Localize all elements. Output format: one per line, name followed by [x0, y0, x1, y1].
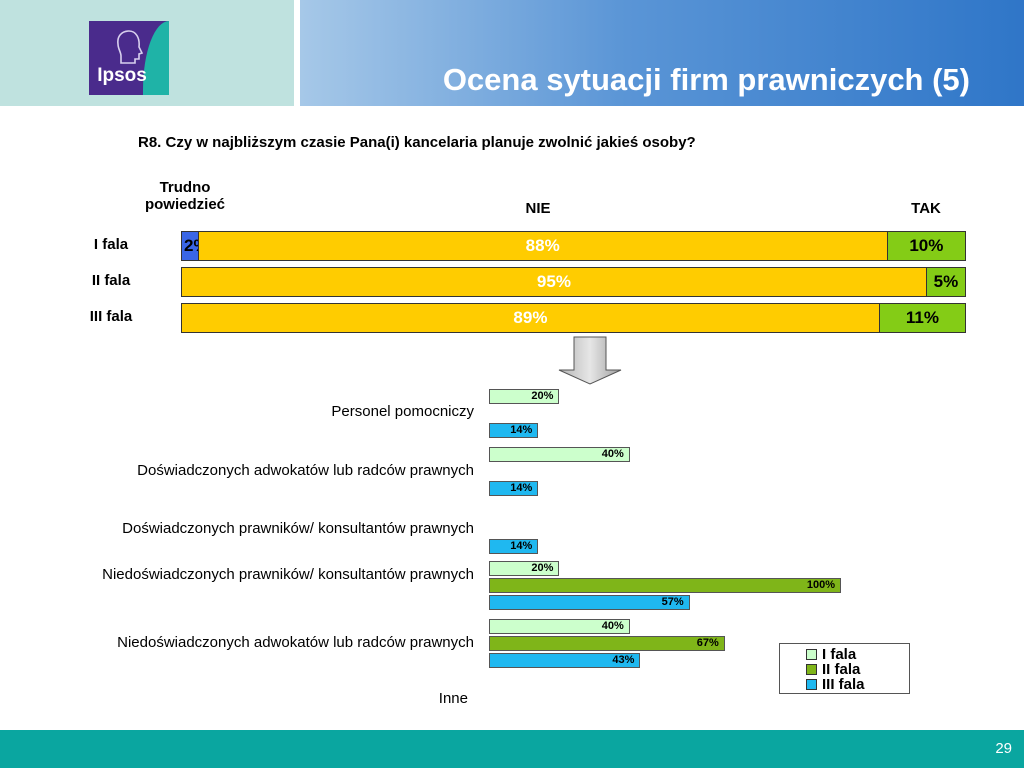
column-header-tak: TAK [911, 200, 941, 217]
header-band [300, 0, 1024, 106]
bar-segment-tak: 11% [878, 304, 965, 332]
bar-iii-fala: 14% [489, 539, 539, 554]
bar-iii-fala: 14% [489, 423, 539, 438]
bar-iii-fala: 57% [489, 595, 690, 610]
head-silhouette-icon [117, 30, 144, 64]
bar-i-fala: 20% [489, 389, 560, 404]
down-arrow-icon [558, 336, 622, 385]
bar-i-fala: 40% [489, 447, 630, 462]
category-label: Doświadczonych prawników/ konsultantów p… [122, 520, 474, 537]
bar-segment-tak: 10% [886, 232, 965, 260]
stacked-bar-row: 2% 88% 10% [181, 231, 966, 261]
bar-segment-trudno: 2% [182, 232, 209, 260]
column-header-nie: NIE [525, 200, 551, 217]
legend-label: I fala [822, 646, 857, 663]
bar-segment-nie: 88% [197, 232, 887, 260]
bar-segment-nie: 95% [182, 268, 926, 296]
legend-item: II fala [806, 661, 860, 678]
question-text: R8. Czy w najbliższym czasie Pana(i) kan… [138, 134, 696, 151]
bar-ii-fala: 100% [489, 578, 841, 593]
legend-item: I fala [806, 646, 856, 663]
wave-label: II fala [91, 272, 131, 289]
bar-segment-tak: 5% [925, 268, 965, 296]
bar-i-fala: 20% [489, 561, 560, 576]
chart-legend: I fala II fala III fala [779, 643, 910, 694]
bar-iii-fala: 43% [489, 653, 641, 668]
category-label: Niedoświadczonych prawników/ konsultantó… [102, 566, 474, 583]
legend-item: III fala [806, 676, 865, 693]
category-label: Inne [438, 690, 468, 707]
category-label: Doświadczonych adwokatów lub radców praw… [137, 462, 474, 479]
stacked-bar-row: 89% 11% [181, 303, 966, 333]
legend-label: III fala [822, 676, 865, 693]
category-label: Niedoświadczonych adwokatów lub radców p… [117, 634, 474, 651]
footer-bar: 29 [0, 730, 1024, 768]
legend-swatch [806, 679, 817, 690]
stacked-bar-row: 95% 5% [181, 267, 966, 297]
wave-label: III fala [89, 308, 133, 325]
column-header-trudno: Trudno powiedzieć [144, 179, 226, 213]
legend-label: II fala [822, 661, 861, 678]
header-separator [294, 0, 300, 106]
slide-title: Ocena sytuacji firm prawniczych (5) [442, 62, 970, 97]
legend-swatch [806, 649, 817, 660]
category-label: Personel pomocniczy [331, 403, 474, 420]
wave-label: I fala [93, 236, 129, 253]
logo-text: Ipsos [97, 65, 147, 86]
bar-iii-fala: 14% [489, 481, 539, 496]
ipsos-logo: Ipsos [89, 21, 169, 95]
page-number: 29 [995, 740, 1012, 757]
legend-swatch [806, 664, 817, 675]
bar-i-fala: 40% [489, 619, 630, 634]
bar-ii-fala: 67% [489, 636, 725, 651]
bar-segment-nie: 89% [182, 304, 879, 332]
